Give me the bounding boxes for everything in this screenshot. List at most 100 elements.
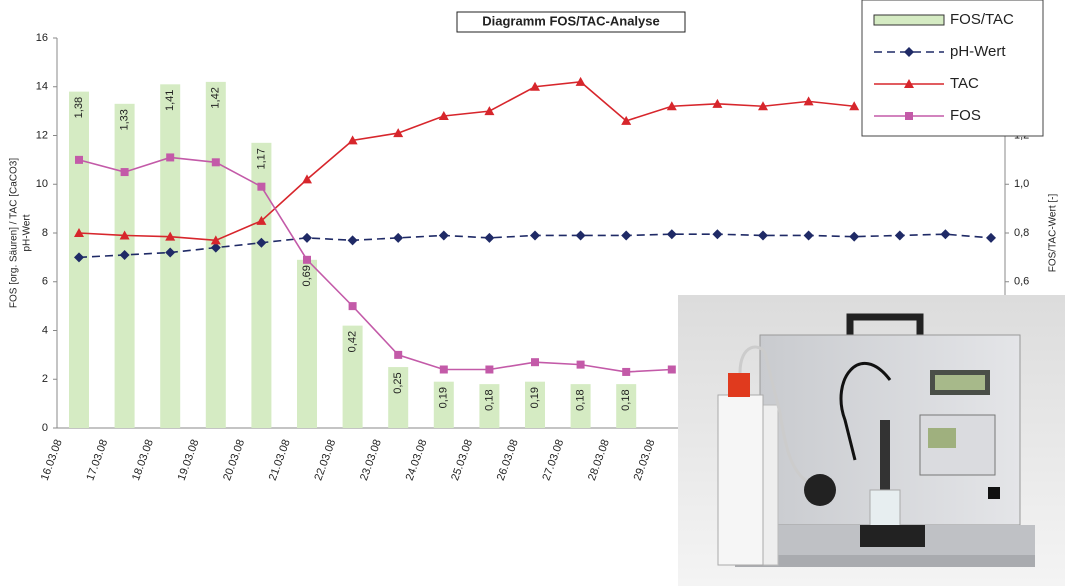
marker (712, 229, 723, 240)
marker (803, 230, 814, 241)
marker (530, 230, 540, 241)
bar (616, 384, 637, 428)
data-label: 1,42 (210, 87, 222, 108)
bar (525, 381, 545, 428)
y-tick-label: 2 (42, 373, 48, 385)
x-tick-label: 18.03.08 (130, 438, 156, 482)
marker (302, 174, 312, 184)
x-tick-label: 16.03.08 (39, 438, 65, 482)
plot-area: Diagramm FOS/TAC-Analyse FOS [org. Säure… (9, 0, 1059, 482)
y-tick-label: 12 (36, 129, 48, 141)
legend-label: FOS/TAC (950, 11, 1014, 28)
y-axis-label: pH-Wert (22, 214, 33, 251)
legend-marker (904, 47, 914, 57)
marker (758, 230, 768, 241)
marker (484, 232, 495, 243)
data-label: 1,33 (119, 109, 131, 130)
data-label: 0,18 (620, 389, 632, 410)
marker (166, 153, 175, 162)
x-tick-label: 22.03.08 (312, 438, 338, 482)
marker (666, 101, 677, 111)
x-tick-label: 24.03.08 (404, 438, 430, 482)
marker (74, 252, 84, 263)
marker (393, 128, 404, 138)
marker (119, 230, 130, 240)
marker (940, 229, 951, 240)
x-tick-label: 27.03.08 (540, 438, 566, 482)
legend-label: TAC (950, 75, 979, 92)
x-tick-label: 23.03.08 (358, 438, 384, 482)
data-label: 0,18 (483, 389, 495, 410)
x-tick-label: 28.03.08 (586, 438, 612, 482)
marker (758, 101, 768, 111)
x-tick-label: 21.03.08 (267, 438, 293, 482)
marker (485, 365, 494, 374)
line (78, 81, 855, 242)
x-tick-label: 26.03.08 (495, 438, 521, 482)
marker (530, 81, 540, 91)
y2-tick-label: 1,0 (1014, 178, 1029, 190)
marker (119, 249, 130, 260)
bar (114, 103, 135, 428)
x-tick-label: 29.03.08 (632, 438, 658, 482)
title-box (456, 11, 686, 33)
data-label: 1,41 (164, 90, 176, 111)
y-tick-label: 14 (36, 81, 48, 93)
marker (303, 255, 311, 264)
data-label: 1,38 (73, 97, 85, 118)
marker (575, 76, 586, 86)
marker (210, 242, 221, 253)
marker (211, 158, 220, 167)
bar (570, 384, 591, 428)
marker (74, 228, 84, 237)
marker (347, 235, 358, 246)
marker (348, 302, 357, 311)
data-label: 0,25 (392, 372, 404, 393)
marker (210, 235, 221, 245)
line (78, 156, 672, 373)
marker (712, 98, 723, 108)
marker (576, 360, 585, 369)
marker (986, 232, 996, 243)
marker (75, 155, 83, 164)
marker (621, 230, 632, 241)
data-label: 0,18 (575, 389, 587, 410)
marker (484, 106, 495, 116)
y-tick-label: 6 (42, 276, 48, 288)
chart-title: Diagramm FOS/TAC-Analyse (482, 13, 659, 28)
marker (894, 230, 905, 241)
y-tick-label: 16 (36, 32, 48, 44)
bar (479, 384, 500, 428)
marker (666, 229, 677, 240)
marker (622, 367, 631, 376)
marker (257, 182, 266, 191)
marker (803, 96, 814, 106)
data-label: 0,19 (438, 387, 450, 408)
marker (531, 358, 539, 367)
marker (393, 232, 404, 243)
y-tick-label: 0 (42, 422, 48, 434)
y-tick-label: 4 (42, 324, 48, 336)
data-label: 1,17 (255, 148, 267, 169)
data-label: 0,42 (347, 331, 359, 352)
legend-label: pH-Wert (950, 43, 1006, 60)
legend-swatch (873, 14, 945, 26)
bar (342, 325, 363, 428)
marker (575, 230, 586, 241)
marker (438, 111, 449, 120)
marker (256, 215, 267, 225)
marker (849, 231, 860, 242)
x-tick-label: 17.03.08 (84, 438, 110, 482)
bar (251, 142, 272, 428)
marker (347, 135, 358, 145)
marker (438, 230, 449, 241)
marker (256, 237, 267, 248)
bar (388, 367, 409, 428)
bar (297, 259, 317, 428)
bar (205, 81, 226, 428)
marker (394, 350, 403, 359)
marker (302, 232, 312, 243)
data-label: 0,19 (529, 387, 541, 408)
bar (433, 381, 454, 428)
